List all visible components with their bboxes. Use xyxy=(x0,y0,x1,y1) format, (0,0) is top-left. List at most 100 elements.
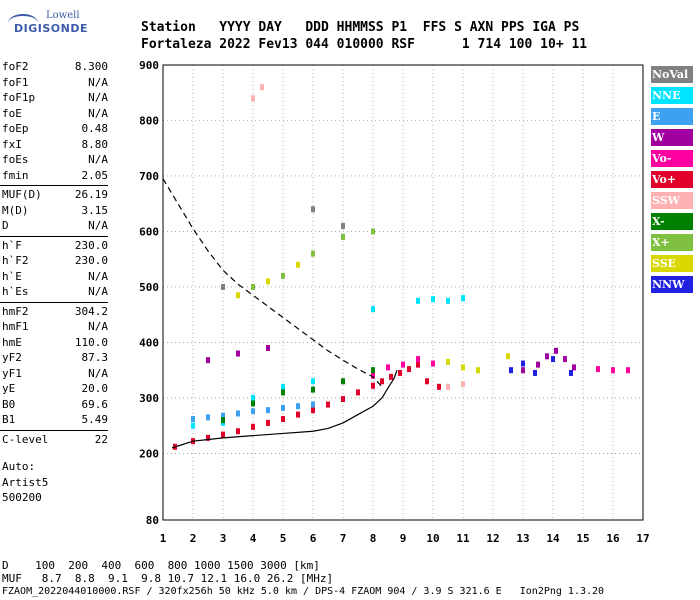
data-point-sse xyxy=(236,292,240,299)
x-tick-labels: 1 2 3 4 5 6 7 8 9 10 11 12 13 14 15 16 17 xyxy=(160,532,650,545)
data-point-vo- xyxy=(296,411,300,418)
x-tick-label: 14 xyxy=(546,532,560,545)
data-point-vo- xyxy=(371,372,375,379)
x-tick-label: 4 xyxy=(250,532,257,545)
data-point-x- xyxy=(251,400,255,407)
param-row: h`Es N/A xyxy=(2,285,108,299)
data-point-ssw xyxy=(461,381,465,388)
x-tick-label: 12 xyxy=(486,532,499,545)
param-name: foF1 xyxy=(2,75,29,89)
x-tick-label: 8 xyxy=(370,532,377,545)
x-tick-label: 16 xyxy=(606,532,620,545)
x-tick-label: 10 xyxy=(426,532,439,545)
data-point-e xyxy=(281,404,285,411)
data-point-w xyxy=(563,356,567,363)
x-tick-label: 13 xyxy=(516,532,529,545)
param-name: h`Es xyxy=(2,285,29,298)
data-point-vo- xyxy=(389,373,393,380)
legend-item: NNW xyxy=(651,276,693,293)
data-point-e xyxy=(311,401,315,408)
param-separator xyxy=(0,429,108,431)
data-point-x- xyxy=(311,250,315,257)
chart-grid xyxy=(163,65,643,520)
logo-line1: Lowell xyxy=(46,10,80,21)
data-point-noval xyxy=(341,222,345,229)
data-point-noval xyxy=(311,206,315,213)
param-name: C-level xyxy=(2,432,49,446)
data-point-vo- xyxy=(326,401,330,408)
param-value: N/A xyxy=(88,106,108,120)
autoscaling-line: Artist5 xyxy=(2,475,49,489)
param-name: hmF2 xyxy=(2,304,29,318)
electron-density-profile-line xyxy=(171,369,398,449)
x-tick-label: 7 xyxy=(340,532,347,545)
data-point-sse xyxy=(446,358,450,365)
data-point-vo- xyxy=(437,383,441,390)
data-point-nne xyxy=(371,306,375,313)
data-point-x- xyxy=(371,367,375,374)
param-name: foF1p xyxy=(2,91,36,104)
data-point-vo- xyxy=(371,382,375,389)
data-point-vo- xyxy=(416,356,420,363)
param-value: 22 xyxy=(94,432,108,446)
data-point-vo- xyxy=(236,428,240,435)
param-value: 8.300 xyxy=(74,60,108,73)
param-name: foEs xyxy=(2,153,29,166)
param-value: 0.48 xyxy=(81,122,109,135)
param-row: yE 20.0 xyxy=(2,382,108,396)
data-point-vo- xyxy=(611,367,615,374)
legend-item: Vo+ xyxy=(651,171,693,188)
data-point-vo- xyxy=(626,367,630,374)
data-point-vo- xyxy=(380,378,384,385)
param-row: h`F2 230.0 xyxy=(2,254,108,268)
param-row: yF1 N/A xyxy=(2,367,108,381)
data-point-vo- xyxy=(281,416,285,423)
data-point-nne xyxy=(251,394,255,401)
param-name: MUF(D) xyxy=(2,188,42,201)
param-value: 230.0 xyxy=(74,238,108,252)
param-separator xyxy=(0,301,108,303)
logo-line2: DIGISONDE xyxy=(14,22,88,35)
x-tick-label: 5 xyxy=(280,532,287,545)
footer-file-row: FZAOM_2022044010000.RSF / 320fx256h 50 k… xyxy=(2,586,605,597)
legend-item: SSW xyxy=(651,192,693,209)
legend-item: W xyxy=(651,129,693,146)
param-name: fxI xyxy=(2,137,22,151)
data-point-nne xyxy=(461,295,465,302)
logo-arc-icon xyxy=(8,14,38,32)
param-value: 230.0 xyxy=(74,254,108,267)
param-row: B1 5.49 xyxy=(2,413,108,427)
y-tick-label: 900 xyxy=(139,59,159,72)
x-tick-label: 2 xyxy=(190,532,197,545)
legend-item: NoVal xyxy=(651,66,693,83)
data-point-vo- xyxy=(401,361,405,368)
data-point-x- xyxy=(281,272,285,279)
param-name: hmF1 xyxy=(2,320,29,333)
data-point-sse xyxy=(296,261,300,268)
param-value: N/A xyxy=(88,219,108,232)
param-value: N/A xyxy=(88,153,108,166)
data-point-sse xyxy=(476,367,480,374)
x-tick-label: 6 xyxy=(310,532,317,545)
data-point-nne xyxy=(446,297,450,304)
data-point-nne xyxy=(431,296,435,303)
data-point-e xyxy=(221,412,225,419)
param-name: B1 xyxy=(2,413,16,426)
data-point-nnw xyxy=(521,360,525,367)
data-point-x- xyxy=(371,228,375,235)
param-row: fxI 8.80 xyxy=(2,138,108,152)
data-point-vo- xyxy=(206,434,210,441)
param-row: hmF1 N/A xyxy=(2,320,108,334)
data-point-x- xyxy=(281,389,285,396)
data-point-x- xyxy=(251,283,255,290)
autoscaling-line: Auto: xyxy=(2,460,36,473)
param-row: D N/A xyxy=(2,219,108,233)
legend-item: E xyxy=(651,108,693,125)
data-point-sse xyxy=(266,278,270,285)
x-tick-label: 3 xyxy=(220,532,227,545)
param-row: foF1p N/A xyxy=(2,91,108,105)
data-point-e xyxy=(251,408,255,415)
param-row: foEp 0.48 xyxy=(2,122,108,136)
legend-item: Vo- xyxy=(651,150,693,167)
x-tick-label: 9 xyxy=(400,532,407,545)
